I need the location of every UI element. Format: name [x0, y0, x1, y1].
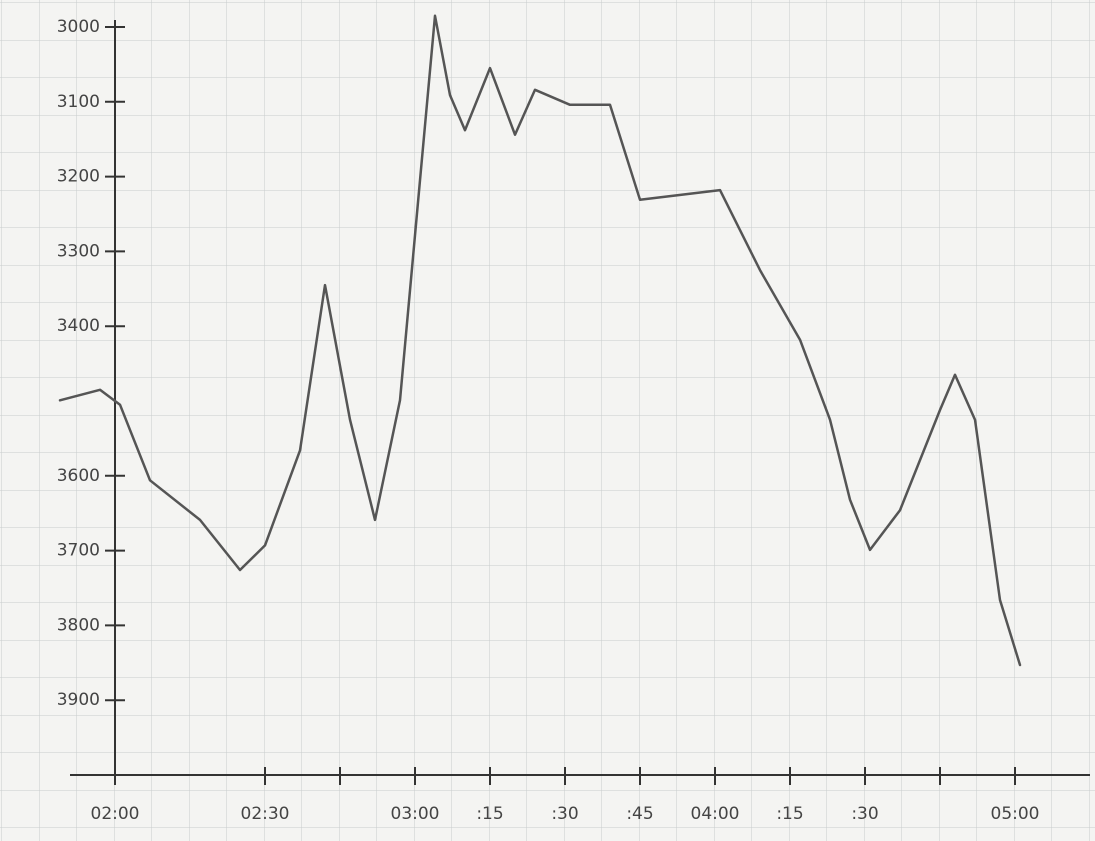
series-line: [58, 14, 1022, 667]
x-tick-label: 05:00: [991, 804, 1040, 824]
x-tick-label: :15: [476, 804, 503, 824]
y-tick-label: 3900: [57, 690, 100, 710]
x-tick-label: :30: [851, 804, 878, 824]
y-tick-label: 3100: [57, 92, 100, 112]
y-tick-label: 3200: [57, 167, 100, 187]
x-tick-label: 03:00: [391, 804, 440, 824]
x-tick-label: :45: [626, 804, 653, 824]
y-tick-label: 3300: [57, 241, 100, 261]
y-tick-label: 3800: [57, 615, 100, 635]
y-tick-label: 3600: [57, 466, 100, 486]
y-tick-label: 3700: [57, 541, 100, 561]
y-tick-label: 3000: [57, 17, 100, 37]
x-tick-label: 02:00: [91, 804, 140, 824]
x-tick-label: :30: [551, 804, 578, 824]
x-tick-label: 02:30: [241, 804, 290, 824]
y-tick-label: 3400: [57, 316, 100, 336]
x-tick-label: 04:00: [691, 804, 740, 824]
x-tick-label: :15: [776, 804, 803, 824]
